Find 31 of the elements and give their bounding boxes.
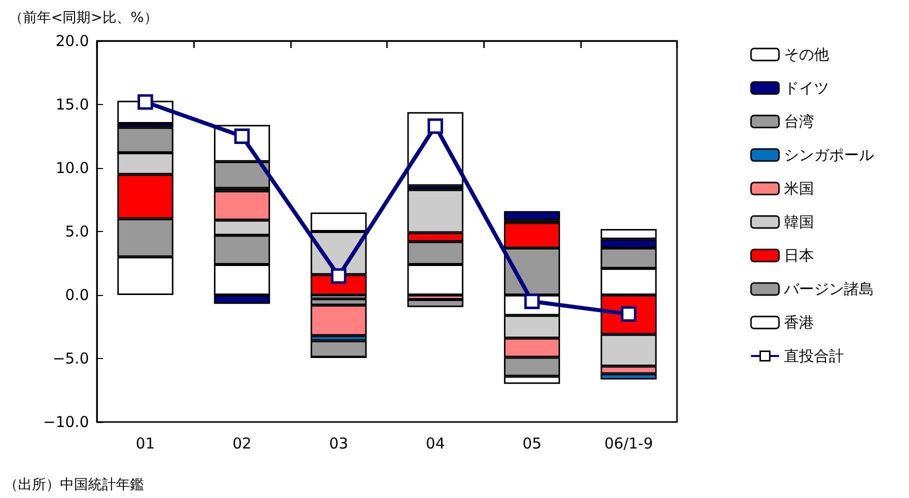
x-tick-label: 04 xyxy=(426,434,445,452)
x-tick-label: 03 xyxy=(329,434,348,452)
x-tick-label: 02 xyxy=(232,434,252,452)
x-tick-label: 01 xyxy=(136,434,155,452)
point xyxy=(138,94,154,110)
legend-label: 台湾 xyxy=(784,112,814,130)
legend-label: 米国 xyxy=(784,180,814,198)
x-tick-label: 05 xyxy=(522,434,542,452)
bar xyxy=(407,112,464,186)
y-tick-label: 0.0 xyxy=(65,286,89,304)
point xyxy=(330,268,346,284)
legend-label: 韓国 xyxy=(784,213,814,231)
legend-label: バージン諸島 xyxy=(783,280,874,298)
legend-label: シンガポール xyxy=(784,146,874,164)
legend-label: 日本 xyxy=(784,246,814,264)
legend-label: ドイツ xyxy=(784,79,829,97)
y-tick-label: 10.0 xyxy=(56,159,89,177)
x-tick-label: 06/1-9 xyxy=(604,434,653,452)
bar xyxy=(407,299,464,308)
legend-label: 直投合計 xyxy=(784,347,844,365)
legend-label: 香港 xyxy=(784,314,814,332)
text: （出所）中国統計年鑑 xyxy=(4,477,144,493)
bar xyxy=(504,211,560,220)
legend-label: その他 xyxy=(784,46,829,64)
y-tick-label: −5.0 xyxy=(52,350,89,368)
y-axis-title: （前年<同期>比、%） xyxy=(9,10,158,26)
y-tick-label: 15.0 xyxy=(56,96,89,114)
y-tick-label: 20.0 xyxy=(56,32,89,50)
y-tick-label: 5.0 xyxy=(65,222,89,240)
point xyxy=(428,118,444,134)
y-tick-label: −10.0 xyxy=(43,413,89,431)
